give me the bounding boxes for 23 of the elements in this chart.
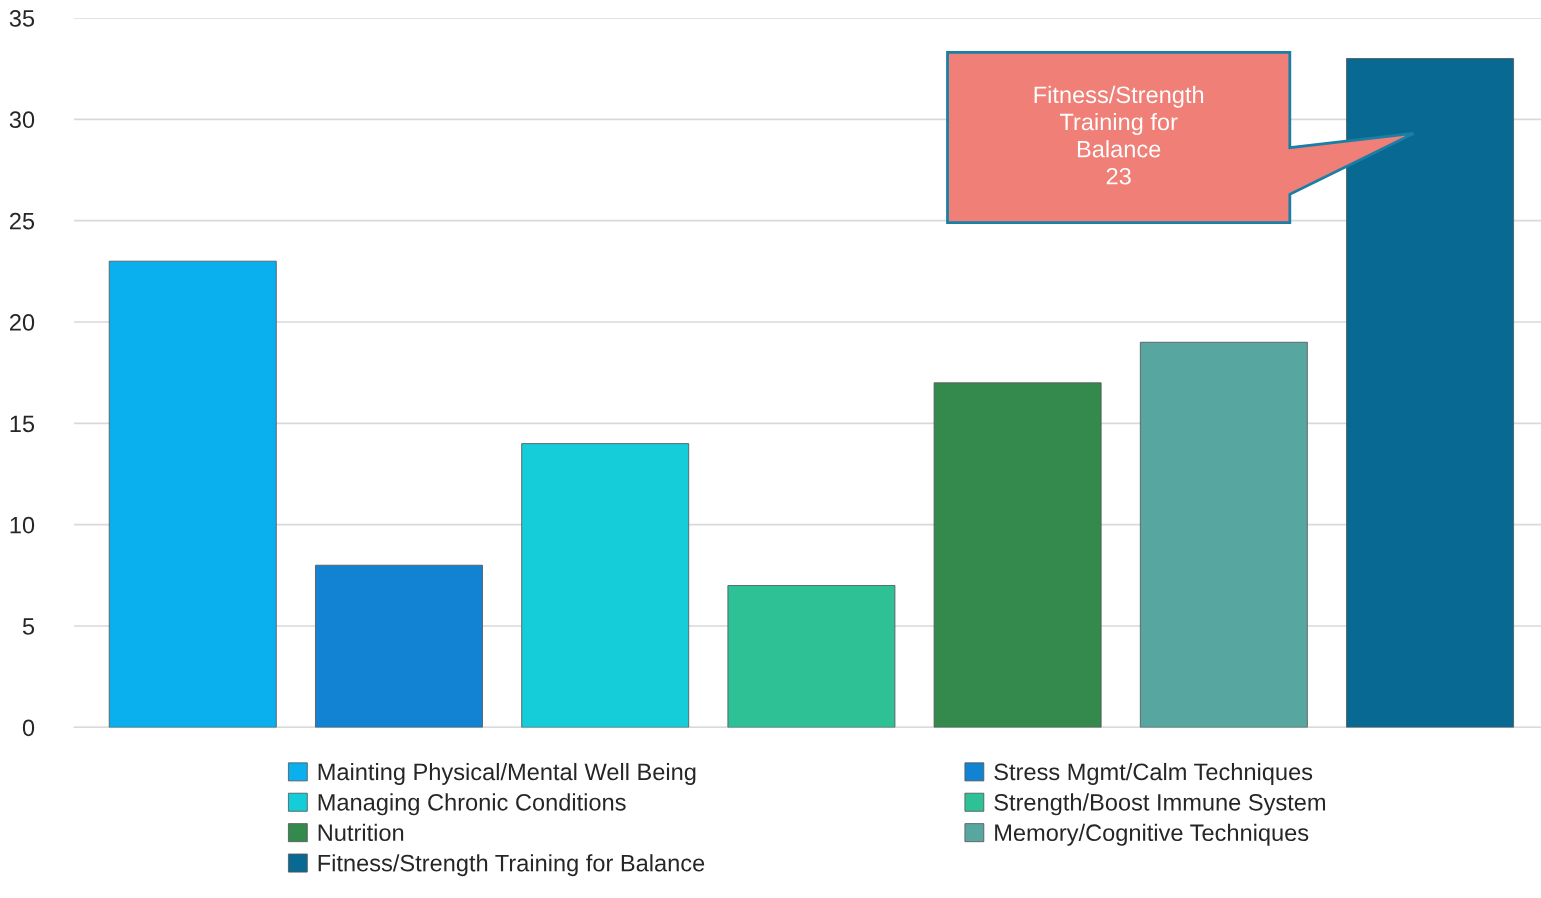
legend-label: Mainting Physical/Mental Well Being: [318, 762, 696, 785]
y-tick-label: 15: [10, 415, 35, 433]
y-tick-label: 20: [10, 314, 35, 331]
y-tick-label: 10: [10, 516, 35, 534]
bar: [521, 443, 690, 728]
y-tick-label: 30: [9, 111, 35, 129]
bar: [933, 382, 1102, 728]
legend-label: Stress Mgmt/Calm Techniques: [994, 762, 1313, 785]
y-tick-label: 0: [22, 719, 35, 737]
bar: [1346, 58, 1514, 728]
legend-label: Nutrition: [318, 823, 404, 842]
y-tick-label: 5: [22, 618, 35, 635]
legend-label: Memory/Cognitive Techniques: [995, 823, 1309, 846]
legend-label: Strength/Boost Immune System: [994, 793, 1326, 816]
legend-label: Managing Chronic Conditions: [318, 793, 626, 816]
bar: [1139, 341, 1308, 728]
y-tick-label: 25: [10, 212, 35, 230]
bar: [108, 260, 277, 728]
legend-label: Fitness/Strength Training for Balance: [318, 854, 705, 877]
bar: [315, 564, 483, 728]
bar: [727, 585, 896, 728]
annotation: Fitness/Strength Training for Balance 23: [1034, 85, 1204, 185]
y-tick-label: 35: [9, 10, 35, 27]
